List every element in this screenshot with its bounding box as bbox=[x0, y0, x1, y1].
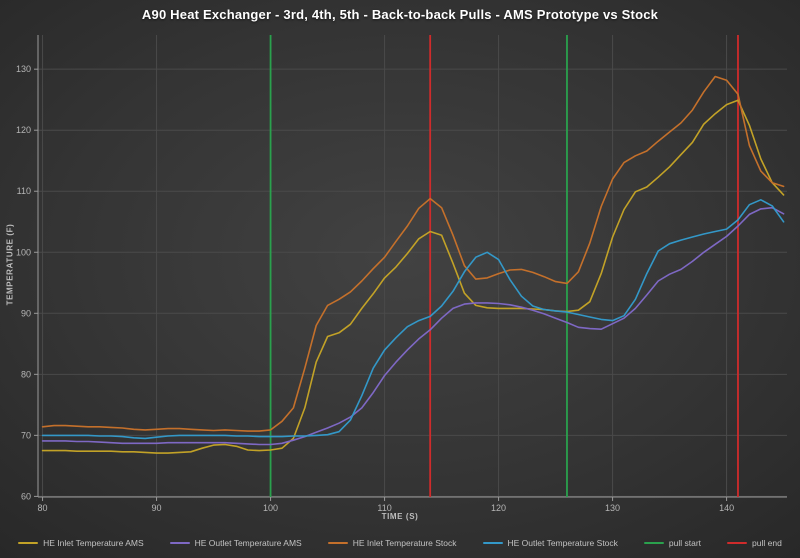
legend-item-pull-start[interactable]: pull start bbox=[643, 538, 702, 548]
y-tick-label: 80 bbox=[21, 369, 31, 379]
legend-label-pull-start: pull start bbox=[668, 538, 702, 548]
legend-swatch-pull-start bbox=[643, 542, 664, 544]
legend-item-pull-end[interactable]: pull end bbox=[727, 538, 782, 548]
y-axis-title: TEMPERATURE (F) bbox=[5, 223, 15, 306]
series-line-he-outlet-temperature-ams bbox=[41, 206, 785, 446]
x-tick-label: 140 bbox=[719, 503, 734, 513]
y-tick-label: 70 bbox=[21, 430, 31, 440]
legend-swatch-he-inlet-ams bbox=[18, 542, 39, 544]
legend-item-he-inlet-stock[interactable]: HE Inlet Temperature Stock bbox=[327, 538, 457, 548]
x-tick-label: 80 bbox=[38, 503, 48, 513]
y-tick-label: 110 bbox=[17, 186, 31, 196]
y-tick-label: 130 bbox=[16, 64, 31, 74]
legend-item-he-inlet-ams[interactable]: HE Inlet Temperature AMS bbox=[18, 538, 144, 548]
legend-item-he-outlet-stock[interactable]: HE Outlet Temperature Stock bbox=[482, 538, 618, 548]
x-tick-label: 120 bbox=[491, 503, 506, 513]
legend: HE Inlet Temperature AMS HE Outlet Tempe… bbox=[0, 538, 800, 548]
legend-label-he-inlet-ams: HE Inlet Temperature AMS bbox=[43, 538, 144, 548]
legend-item-he-outlet-ams[interactable]: HE Outlet Temperature AMS bbox=[169, 538, 302, 548]
legend-label-pull-end: pull end bbox=[752, 538, 782, 548]
y-tick-label: 100 bbox=[16, 247, 31, 257]
series-line-he-inlet-temperature-ams bbox=[41, 99, 785, 454]
x-tick-label: 100 bbox=[263, 503, 278, 513]
y-tick-label: 120 bbox=[16, 125, 31, 135]
legend-label-he-inlet-stock: HE Inlet Temperature Stock bbox=[352, 538, 457, 548]
legend-swatch-he-inlet-stock bbox=[327, 542, 348, 544]
series-line-he-outlet-temperature-stock bbox=[41, 199, 785, 440]
legend-swatch-he-outlet-ams bbox=[169, 542, 190, 544]
chart-title: A90 Heat Exchanger - 3rd, 4th, 5th - Bac… bbox=[141, 7, 659, 22]
legend-label-he-outlet-stock: HE Outlet Temperature Stock bbox=[507, 538, 618, 548]
y-tick-label: 60 bbox=[21, 491, 31, 501]
y-tick-label: 90 bbox=[21, 308, 31, 318]
x-tick-label: 90 bbox=[152, 503, 162, 513]
legend-swatch-he-outlet-stock bbox=[482, 542, 503, 544]
x-tick-label: 110 bbox=[377, 503, 391, 513]
x-axis-title: TIME (S) bbox=[381, 512, 419, 521]
legend-swatch-pull-end bbox=[727, 542, 748, 544]
legend-label-he-outlet-ams: HE Outlet Temperature AMS bbox=[194, 538, 302, 548]
x-tick-label: 130 bbox=[605, 503, 620, 513]
series-line-he-inlet-temperature-stock bbox=[41, 75, 785, 432]
